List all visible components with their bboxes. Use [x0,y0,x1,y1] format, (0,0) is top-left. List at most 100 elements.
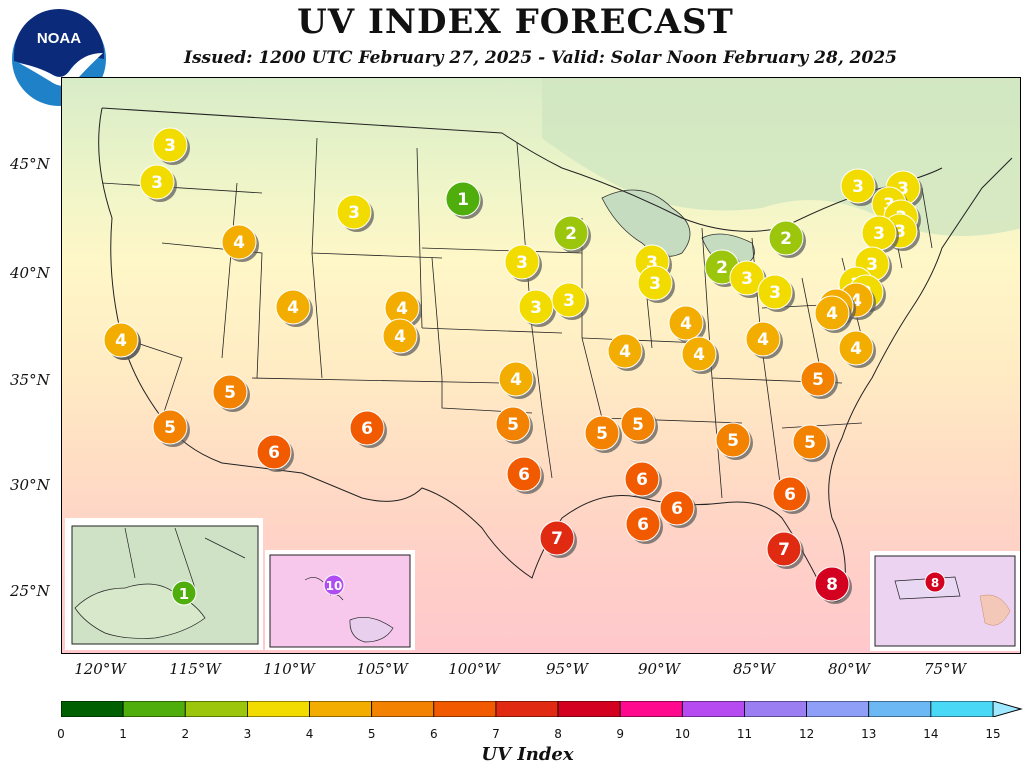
uv-marker-circle [221,224,257,260]
colorbar-tick-3: 3 [243,727,252,741]
puerto-rico-marker [924,571,946,593]
uv-marker-las-vegas: 5 [212,374,250,412]
uv-marker-pittsburgh: 3 [757,274,795,312]
uv-marker-value: 3 [164,136,176,156]
colorbar-tick-1: 1 [119,727,127,741]
uv-marker-circle [349,410,385,446]
colorbar-tick-7: 7 [492,727,500,741]
uv-marker-mobile: 6 [625,506,663,544]
uv-marker-circle [275,289,311,325]
uv-marker-circle [800,361,836,397]
colorbar-tick-8: 8 [554,727,562,741]
page-subtitle: Issued: 1200 UTC February 27, 2025 - Val… [184,48,897,68]
uv-marker-value: 2 [716,258,728,278]
uv-marker-value: 3 [516,253,528,273]
uv-marker-circle [382,318,418,354]
uv-marker-minneapolis: 2 [553,215,591,253]
colorbar-tick-12: 12 [798,727,815,741]
uv-marker-circle [152,127,188,163]
uv-marker-salt-lake: 4 [275,289,313,327]
colorbar-segment-0 [61,701,124,717]
colorbar-segment-3 [246,701,310,717]
hawaii-marker [323,574,345,596]
uv-marker-albuquerque: 6 [349,410,387,448]
uv-marker-boise: 4 [221,224,259,262]
uv-marker-columbia: 5 [792,424,830,462]
uv-marker-lexington: 4 [681,336,719,374]
uv-marker-value: 6 [361,419,373,439]
colorbar-tick-14: 14 [923,727,939,741]
uv-marker-value: 4 [394,327,406,347]
colorbar-tick-2: 2 [181,727,190,741]
uv-marker-circle [772,476,808,512]
lon-label-75: 75°W [923,660,967,678]
uv-marker-circle [840,168,876,204]
uv-marker-value: 5 [164,418,176,438]
uv-marker-value: 2 [565,224,577,244]
uv-marker-circle [539,520,575,556]
uv-marker-washington: 4 [814,295,852,333]
uv-marker-circle [504,244,540,280]
uv-marker-san-diego: 5 [152,409,190,447]
uv-colorbar [61,701,993,717]
uv-marker-circle [336,194,372,230]
uv-marker-billings: 3 [336,194,374,232]
uv-marker-value: 3 [563,291,575,311]
alaska-marker [171,580,197,606]
colorbar-tick-5: 5 [367,727,376,741]
colorbar-tick-10: 10 [674,727,690,741]
uv-marker-toronto: 2 [768,220,806,258]
alaska-inset: 1 [65,518,263,650]
uv-marker-value: 7 [778,540,790,560]
uv-marker-value: 4 [396,299,408,319]
uv-marker-miami: 8 [814,566,852,604]
colorbar-segment-11 [744,701,808,717]
uv-marker-circle [498,361,534,397]
uv-marker-omaha: 3 [504,244,542,282]
uv-marker-value: 5 [804,433,816,453]
uv-marker-circle [620,406,656,442]
uv-marker-value: 6 [784,485,796,505]
colorbar-segment-14 [930,701,993,717]
lon-label-80: 80°W [827,660,871,678]
uv-marker-circle [768,220,804,256]
uv-marker-value: 8 [826,575,838,595]
uv-marker-oklahoma-city: 5 [495,406,533,444]
colorbar-segment-6 [433,701,497,717]
puerto-rico-inset: 8 [870,551,1020,651]
uv-marker-circle [212,374,248,410]
uv-marker-value: 5 [812,370,824,390]
lon-label-105: 105°W [356,660,408,678]
uv-marker-value: 3 [348,203,360,223]
uv-marker-charleston-wv: 4 [745,321,783,359]
uv-marker-dallas: 6 [506,456,544,494]
uv-marker-circle [637,265,673,301]
uv-marker-jacksonville: 6 [772,476,810,514]
uv-marker-value: 4 [826,304,838,324]
uv-marker-circle [551,282,587,318]
colorbar-segment-5 [371,701,435,717]
uv-marker-value: 5 [596,424,608,444]
lat-label-35: 35°N [10,371,50,389]
uv-marker-value: 3 [649,274,661,294]
hawaii-inset: 10 [265,550,415,650]
colorbar-tick-6: 6 [429,727,438,741]
uv-marker-circle [838,330,874,366]
noaa-logo-text: NOAA [37,30,81,47]
uv-marker-value: 5 [224,383,236,403]
uv-marker-houston: 7 [539,520,577,558]
colorbar-tick-0: 0 [57,727,65,741]
uv-marker-bismarck: 1 [445,181,483,219]
uv-marker-value: 3 [530,298,542,318]
uv-marker-circle [792,424,828,460]
uv-marker-circle [445,181,481,217]
uv-marker-value: 5 [507,415,519,435]
uv-marker-circle [625,506,661,542]
colorbar-segment-7 [495,701,559,717]
colorbar-segment-8 [557,701,621,717]
uv-marker-circle [659,490,695,526]
uv-marker-circle [139,164,175,200]
uv-marker-circle [814,566,850,602]
uv-marker-value: 6 [518,465,530,485]
